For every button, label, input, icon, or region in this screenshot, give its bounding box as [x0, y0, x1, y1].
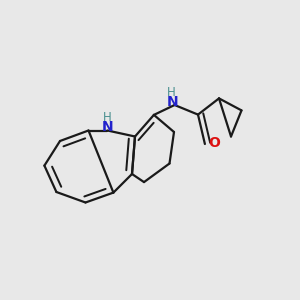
Text: N: N	[102, 120, 113, 134]
Text: N: N	[167, 95, 178, 109]
Text: O: O	[208, 136, 220, 150]
Text: H: H	[103, 111, 112, 124]
Text: H: H	[167, 86, 176, 100]
